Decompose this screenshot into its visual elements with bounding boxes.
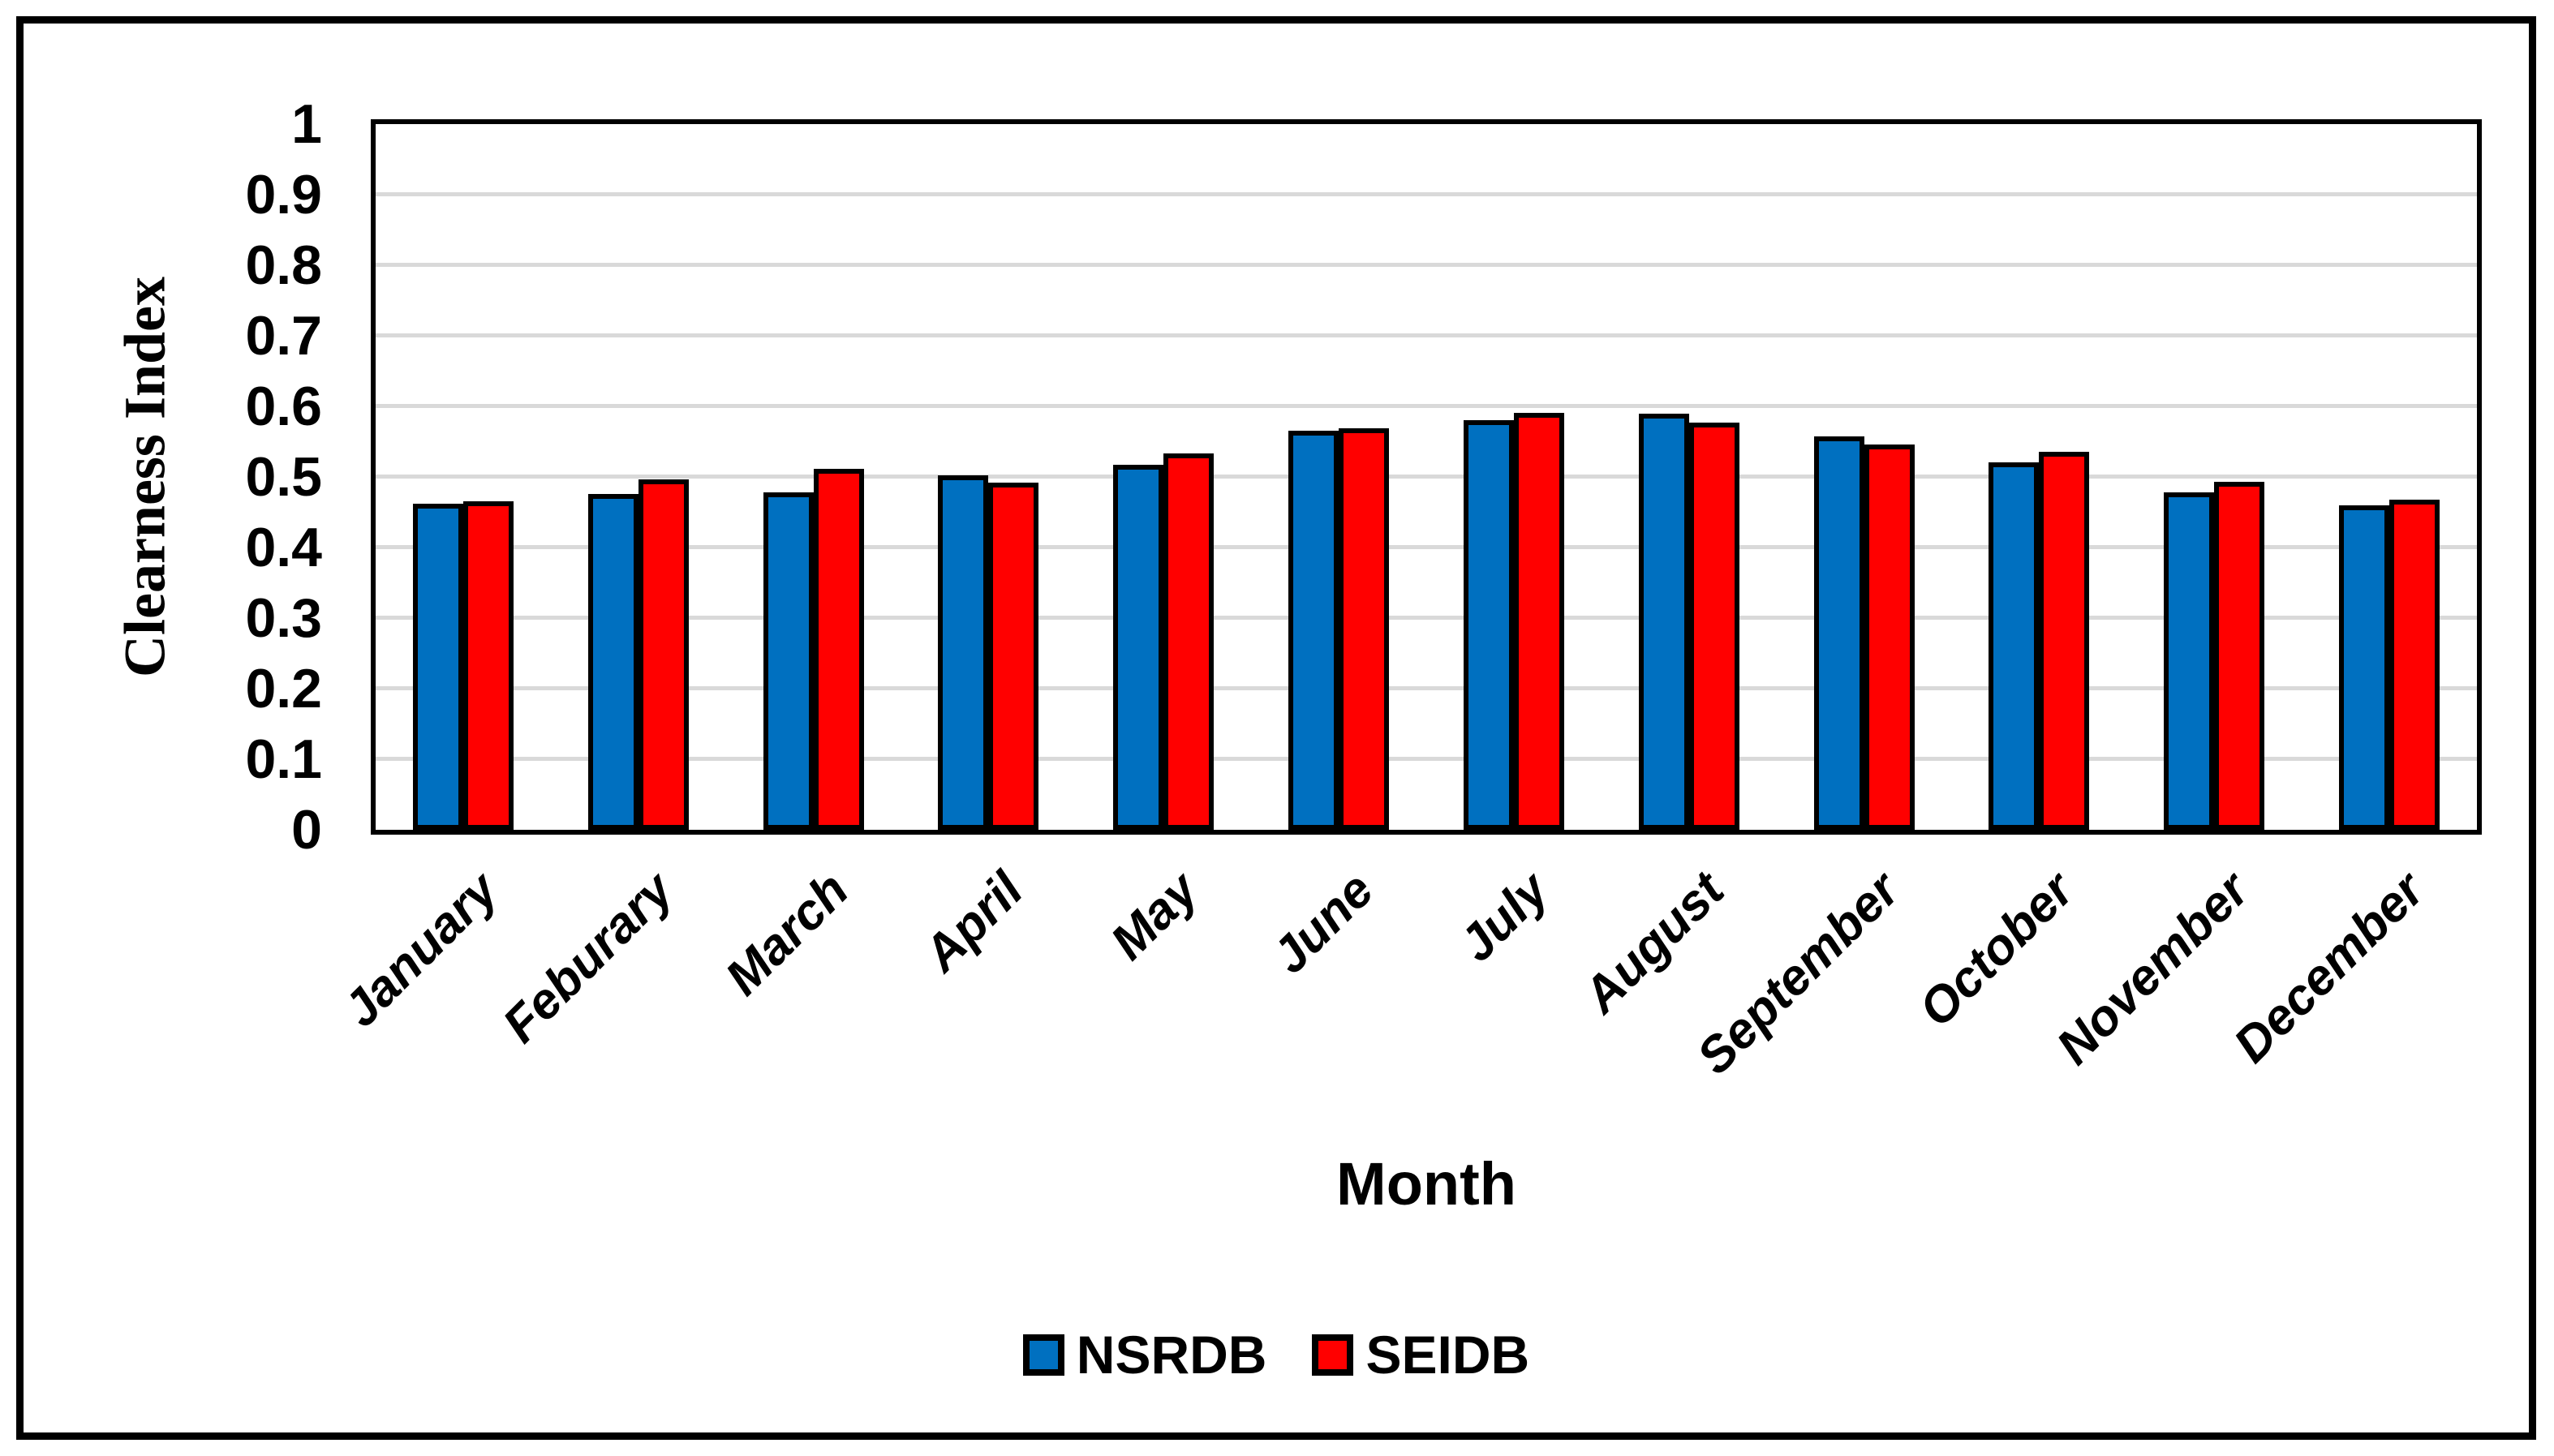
category-group-june [1251, 124, 1426, 830]
bar-seidb-march [813, 468, 864, 830]
y-tick-label-0.1: 0.1 [245, 728, 322, 790]
bar-nsrdb-march [763, 492, 814, 830]
bar-seidb-december [2389, 499, 2440, 830]
gridline-0.7 [376, 333, 2477, 337]
bar-nsrdb-july [1463, 419, 1514, 830]
bar-nsrdb-october [1989, 462, 2040, 830]
category-group-september [1777, 124, 1952, 830]
gridline-0.2 [376, 686, 2477, 690]
category-group-january [376, 124, 551, 830]
gridline-0.8 [376, 263, 2477, 267]
bar-seidb-april [988, 482, 1039, 830]
gridline-0.3 [376, 616, 2477, 620]
legend-label-seidb: SEIDB [1365, 1325, 1530, 1385]
gridline-0.6 [376, 404, 2477, 408]
x-axis-title: Month [1336, 1150, 1516, 1218]
category-group-feburary [551, 124, 726, 830]
category-group-november [2126, 124, 2302, 830]
gridline-0.5 [376, 475, 2477, 479]
y-tick-label-0.2: 0.2 [245, 658, 322, 719]
gridline-0.4 [376, 545, 2477, 549]
y-tick-label-0.7: 0.7 [245, 305, 322, 367]
category-group-december [2302, 124, 2477, 830]
category-group-may [1076, 124, 1251, 830]
legend-item-nsrdb: NSRDB [1022, 1325, 1267, 1385]
y-tick-label-0.8: 0.8 [245, 234, 322, 296]
category-group-march [726, 124, 901, 830]
y-tick-label-0.6: 0.6 [245, 376, 322, 437]
bar-seidb-june [1339, 427, 1390, 830]
bar-nsrdb-january [412, 504, 463, 830]
bar-seidb-october [2039, 451, 2090, 830]
bar-seidb-feburary [638, 479, 689, 830]
category-group-august [1602, 124, 1777, 830]
gridline-0.1 [376, 757, 2477, 761]
bar-seidb-november [2214, 482, 2265, 830]
category-group-july [1426, 124, 1602, 830]
bar-nsrdb-april [938, 475, 989, 830]
bar-nsrdb-december [2339, 505, 2390, 830]
y-tick-label-0: 0 [291, 799, 322, 861]
y-tick-label-0.9: 0.9 [245, 164, 322, 225]
bar-nsrdb-september [1813, 436, 1864, 830]
nsrdb-swatch-icon [1022, 1334, 1064, 1376]
category-group-april [901, 124, 1077, 830]
legend-item-seidb: SEIDB [1312, 1328, 1529, 1381]
category-group-october [1952, 124, 2127, 830]
y-tick-label-1: 1 [291, 93, 322, 155]
plot-area [371, 119, 2482, 835]
bar-nsrdb-august [1638, 413, 1689, 830]
bar-nsrdb-feburary [587, 493, 638, 830]
bar-seidb-may [1163, 453, 1215, 830]
y-tick-label-0.5: 0.5 [245, 446, 322, 508]
y-tick-label-0.3: 0.3 [245, 587, 322, 649]
gridline-0.9 [376, 192, 2477, 196]
bar-nsrdb-june [1288, 430, 1339, 830]
bar-seidb-september [1864, 444, 1915, 830]
seidb-swatch-icon [1312, 1334, 1354, 1376]
legend: NSRDB SEIDB [24, 1328, 2529, 1381]
legend-label-nsrdb: NSRDB [1076, 1325, 1267, 1385]
bar-seidb-august [1688, 423, 1739, 830]
bar-seidb-january [462, 500, 514, 830]
figure-frame: Clearness Index 0 0.1 0.2 0.3 0.4 0.5 0.6 0.7 0.… [16, 16, 2536, 1440]
bar-nsrdb-november [2164, 492, 2215, 830]
bar-seidb-july [1513, 412, 1564, 830]
bar-nsrdb-may [1113, 465, 1164, 830]
y-tick-label-0.4: 0.4 [245, 517, 322, 578]
